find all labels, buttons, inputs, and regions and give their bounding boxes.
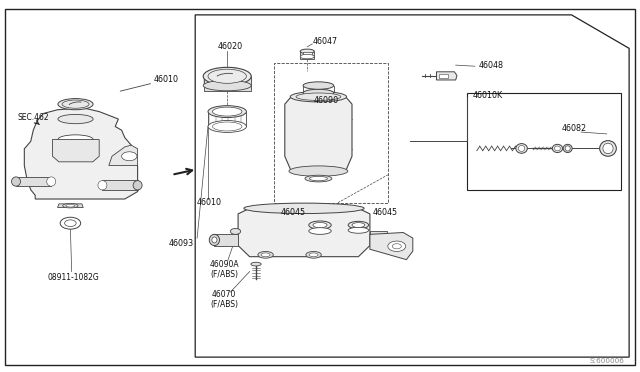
Ellipse shape [58,135,93,144]
Text: 46070
(F/ABS): 46070 (F/ABS) [210,290,238,309]
Bar [303,52,312,57]
Ellipse shape [296,93,340,100]
Polygon shape [436,72,457,80]
Ellipse shape [98,180,107,190]
Text: 46047: 46047 [312,37,337,46]
Polygon shape [195,15,629,357]
Ellipse shape [58,114,93,124]
Polygon shape [285,97,352,171]
Circle shape [60,217,81,229]
Polygon shape [24,108,138,199]
Ellipse shape [261,253,270,257]
Ellipse shape [63,203,78,208]
Polygon shape [370,232,413,260]
Ellipse shape [600,141,616,156]
Ellipse shape [212,237,217,243]
Ellipse shape [66,205,75,207]
Ellipse shape [306,251,321,258]
Circle shape [388,241,406,251]
Ellipse shape [12,177,20,186]
Polygon shape [52,140,99,162]
Polygon shape [370,231,387,242]
Ellipse shape [58,99,93,110]
Text: 46010K: 46010K [472,92,502,100]
Ellipse shape [309,221,332,229]
Ellipse shape [518,145,525,151]
Text: 46090A
(F/ABS): 46090A (F/ABS) [209,260,239,279]
Text: 46010: 46010 [154,76,179,84]
Circle shape [122,152,137,161]
Polygon shape [300,51,314,59]
Ellipse shape [309,253,318,257]
Ellipse shape [212,122,242,131]
Ellipse shape [291,92,347,102]
Text: 08911-1082G: 08911-1082G [48,273,99,282]
Polygon shape [58,204,83,208]
Ellipse shape [313,222,327,228]
Ellipse shape [563,144,572,153]
Ellipse shape [303,89,334,97]
Ellipse shape [204,67,251,85]
Ellipse shape [62,100,89,108]
Ellipse shape [565,146,570,151]
Text: SEC.462: SEC.462 [18,113,49,122]
Text: 46020: 46020 [218,42,243,51]
Ellipse shape [212,107,242,116]
Text: 46045: 46045 [373,208,398,217]
Bar [467,93,621,190]
Ellipse shape [208,69,246,83]
Ellipse shape [300,54,314,59]
Ellipse shape [348,221,369,229]
Ellipse shape [603,143,613,154]
Circle shape [392,244,401,249]
Ellipse shape [309,228,332,234]
Ellipse shape [303,82,334,89]
Ellipse shape [208,121,246,132]
Ellipse shape [204,80,251,91]
Ellipse shape [289,166,348,176]
Ellipse shape [516,144,527,153]
Text: 46045: 46045 [280,208,305,217]
Text: 46010: 46010 [197,198,222,207]
Ellipse shape [251,262,261,266]
Ellipse shape [300,49,314,54]
Text: 46093: 46093 [169,239,194,248]
Polygon shape [214,234,238,246]
Ellipse shape [555,146,561,151]
Text: S:600006: S:600006 [589,358,624,364]
Ellipse shape [208,106,246,118]
Polygon shape [109,145,138,166]
Circle shape [65,220,76,227]
Polygon shape [16,177,51,186]
Ellipse shape [348,227,369,233]
Ellipse shape [258,251,273,258]
Text: 46048: 46048 [479,61,504,70]
Ellipse shape [352,222,365,227]
Text: 46082: 46082 [562,124,587,133]
Polygon shape [102,180,138,190]
Ellipse shape [47,177,56,186]
Text: 46090: 46090 [314,96,339,105]
Bar [439,74,448,78]
Ellipse shape [209,234,220,246]
Polygon shape [238,208,370,257]
Ellipse shape [244,203,364,214]
Polygon shape [204,76,251,91]
Ellipse shape [133,180,142,190]
Ellipse shape [310,176,327,181]
Bar [274,63,388,203]
Ellipse shape [552,144,563,153]
Circle shape [230,228,241,234]
Ellipse shape [305,175,332,182]
